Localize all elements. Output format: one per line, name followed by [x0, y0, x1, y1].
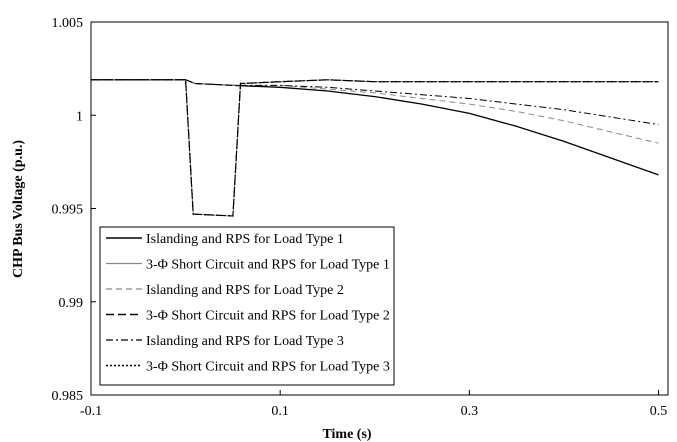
legend-label: 3-Φ Short Circuit and RPS for Load Type …: [146, 360, 390, 375]
y-tick-label: 0.995: [52, 203, 84, 218]
x-tick-label: 0.5: [650, 404, 668, 419]
y-tick-label: 0.985: [52, 389, 84, 404]
x-axis-label: Time (s): [322, 427, 371, 442]
legend-label: Islanding and RPS for Load Type 3: [146, 334, 344, 349]
series-line-6: [91, 79, 659, 217]
y-tick-label: 1.005: [52, 16, 84, 31]
x-tick-label: 0.3: [461, 404, 479, 419]
legend-label: 3-Φ Short Circuit and RPS for Load Type …: [146, 258, 390, 273]
x-axis: -0.1 0.1 0.3 0.5: [80, 390, 667, 419]
x-tick-label: 0.1: [271, 404, 289, 419]
y-tick-label: 1: [76, 109, 83, 124]
legend-label: Islanding and RPS for Load Type 1: [146, 232, 344, 247]
legend-label: 3-Φ Short Circuit and RPS for Load Type …: [146, 309, 390, 324]
legend: Islanding and RPS for Load Type 1 3-Φ Sho…: [99, 226, 395, 386]
series-line-3: [91, 79, 659, 144]
x-tick-label: -0.1: [80, 404, 102, 419]
legend-box: [99, 226, 395, 386]
series-layer: [91, 79, 659, 217]
y-axis-label: CHP Bus Voltage (p.u.): [11, 140, 26, 278]
legend-label: Islanding and RPS for Load Type 2: [146, 283, 344, 298]
y-axis: 0.985 0.99 0.995 1 1.005: [52, 16, 96, 404]
y-tick-label: 0.99: [59, 296, 84, 311]
